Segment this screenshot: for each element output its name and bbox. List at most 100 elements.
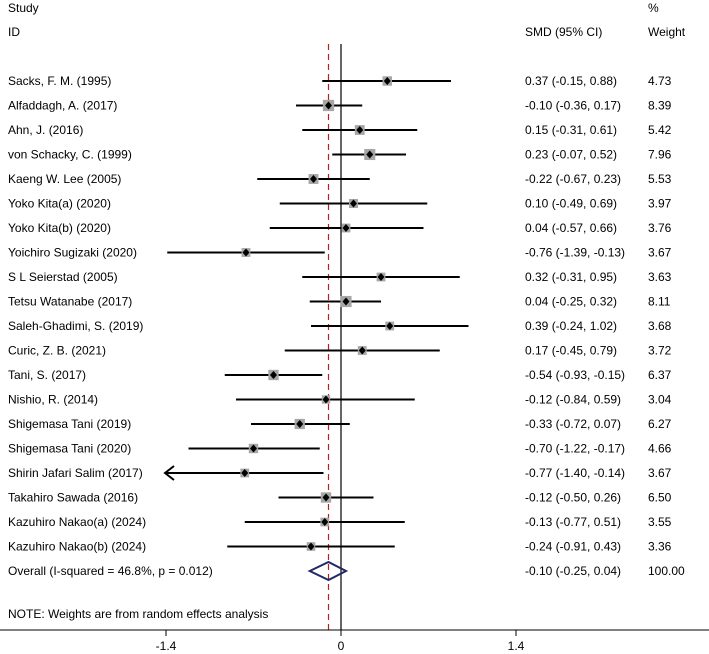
note-text: NOTE: Weights are from random effects an… (8, 607, 268, 621)
weight-text: 3.63 (648, 270, 672, 284)
weight-text: 3.04 (648, 393, 672, 407)
x-tick-label: 0 (338, 639, 345, 653)
study-row: Ahn, J. (2016) 0.15 (-0.31, 0.61) 5.42 (8, 123, 672, 137)
weight-text: 3.55 (648, 515, 672, 529)
ci-text: 0.10 (-0.49, 0.69) (525, 197, 617, 211)
weight-text: 3.68 (648, 319, 672, 333)
x-tick-label: -1.4 (156, 639, 177, 653)
ci-arrow (163, 465, 175, 481)
overall-ci-text: -0.10 (-0.25, 0.04) (525, 564, 621, 578)
overall-row: Overall (I-squared = 46.8%, p = 0.012) -0… (8, 560, 685, 582)
weight-text: 5.42 (648, 123, 672, 137)
study-label: Kaeng W. Lee (2005) (8, 172, 121, 186)
header-weight: Weight (648, 25, 686, 39)
study-label: Shigemasa Tani (2020) (8, 442, 131, 456)
weight-text: 5.53 (648, 172, 672, 186)
study-row: Kaeng W. Lee (2005) -0.22 (-0.67, 0.23) 5.… (8, 172, 672, 186)
study-label: Takahiro Sawada (2016) (8, 491, 138, 505)
study-row: Sacks, F. M. (1995) 0.37 (-0.15, 0.88) 4.7… (8, 74, 672, 88)
point-estimate (242, 248, 250, 257)
weight-text: 8.39 (648, 99, 672, 113)
ci-text: -0.10 (-0.36, 0.17) (525, 99, 621, 113)
study-rows: Sacks, F. M. (1995) 0.37 (-0.15, 0.88) 4.7… (8, 74, 672, 554)
overall-diamond (307, 560, 349, 582)
study-label: Shigemasa Tani (2019) (8, 417, 131, 431)
study-row: Yoko Kita(b) (2020) 0.04 (-0.57, 0.66) 3.7… (8, 221, 672, 235)
study-row: Nishio, R. (2014) -0.12 (-0.84, 0.59) 3.04 (8, 393, 672, 407)
weight-text: 6.50 (648, 491, 672, 505)
point-estimate (358, 346, 366, 355)
point-estimate (241, 469, 249, 477)
point-estimate (310, 175, 317, 183)
ci-text: 0.37 (-0.15, 0.88) (525, 74, 617, 88)
study-label: Yoichiro Sugizaki (2020) (8, 246, 137, 260)
point-estimate (356, 126, 364, 134)
study-label: S L Seierstad (2005) (8, 270, 118, 284)
study-label: Kazuhiro Nakao(b) (2024) (8, 540, 146, 554)
ci-text: -0.54 (-0.93, -0.15) (525, 368, 625, 382)
ci-text: -0.13 (-0.77, 0.51) (525, 515, 621, 529)
weight-text: 7.96 (648, 148, 672, 162)
weight-text: 3.72 (648, 344, 672, 358)
point-estimate (296, 420, 304, 428)
study-label: Shirin Jafari Salim (2017) (8, 466, 143, 480)
study-row: von Schacky, C. (1999) 0.23 (-0.07, 0.52)… (8, 148, 672, 162)
point-estimate (250, 444, 257, 453)
ci-text: 0.04 (-0.57, 0.66) (525, 221, 617, 235)
header-id: ID (8, 25, 20, 39)
reference-lines (327, 44, 342, 630)
study-row: Saleh-Ghadimi, S. (2019) 0.39 (-0.24, 1.0… (8, 319, 672, 333)
overall-label: Overall (I-squared = 46.8%, p = 0.012) (8, 564, 213, 578)
point-estimate (350, 199, 357, 208)
point-estimate (342, 297, 350, 306)
study-label: Saleh-Ghadimi, S. (2019) (8, 319, 143, 333)
ci-text: 0.23 (-0.07, 0.52) (525, 148, 617, 162)
study-row: S L Seierstad (2005) 0.32 (-0.31, 0.95) 3.… (8, 270, 672, 284)
weight-text: 6.27 (648, 417, 672, 431)
point-estimate (325, 101, 332, 110)
x-tick-label: 1.4 (508, 639, 525, 653)
weight-text: 4.73 (648, 74, 672, 88)
ci-text: -0.12 (-0.84, 0.59) (525, 393, 621, 407)
study-label: Curic, Z. B. (2021) (8, 344, 106, 358)
study-row: Yoko Kita(a) (2020) 0.10 (-0.49, 0.69) 3.9… (8, 197, 672, 211)
study-label: Tani, S. (2017) (8, 368, 86, 382)
point-estimate (321, 518, 329, 526)
point-estimate (377, 273, 385, 281)
ci-text: 0.04 (-0.25, 0.32) (525, 295, 617, 309)
study-row: Shigemasa Tani (2020) -0.70 (-1.22, -0.17… (8, 442, 672, 456)
ci-text: -0.22 (-0.67, 0.23) (525, 172, 621, 186)
weight-text: 4.66 (648, 442, 672, 456)
header-percent: % (648, 1, 659, 15)
study-row: Alfaddagh, A. (2017) -0.10 (-0.36, 0.17) 8… (8, 99, 672, 113)
ci-text: -0.24 (-0.91, 0.43) (525, 540, 621, 554)
point-estimate (307, 542, 315, 551)
point-estimate (342, 224, 350, 232)
ci-text: 0.17 (-0.45, 0.79) (525, 344, 617, 358)
weight-text: 8.11 (648, 295, 671, 309)
study-row: Kazuhiro Nakao(b) (2024) -0.24 (-0.91, 0.… (8, 540, 672, 554)
ci-text: -0.70 (-1.22, -0.17) (525, 442, 625, 456)
study-row: Shirin Jafari Salim (2017) -0.77 (-1.40, … (8, 465, 672, 481)
x-axis-ticks: -1.4 0 1.4 (156, 630, 525, 653)
study-row: Yoichiro Sugizaki (2020) -0.76 (-1.39, -0… (8, 246, 672, 260)
study-row: Takahiro Sawada (2016) -0.12 (-0.50, 0.26… (8, 491, 672, 505)
point-estimate (386, 322, 394, 330)
study-row: Curic, Z. B. (2021) 0.17 (-0.45, 0.79) 3.7… (8, 344, 672, 358)
weight-text: 3.97 (648, 197, 672, 211)
study-row: Tani, S. (2017) -0.54 (-0.93, -0.15) 6.37 (8, 368, 672, 382)
ci-text: 0.15 (-0.31, 0.61) (525, 123, 617, 137)
study-label: Kazuhiro Nakao(a) (2024) (8, 515, 146, 529)
study-row: Tetsu Watanabe (2017) 0.04 (-0.25, 0.32) 8… (8, 295, 671, 309)
study-row: Kazuhiro Nakao(a) (2024) -0.13 (-0.77, 0.… (8, 515, 672, 529)
point-estimate (322, 395, 330, 404)
point-estimate (383, 77, 391, 85)
ci-text: -0.77 (-1.40, -0.14) (525, 466, 625, 480)
point-estimate (270, 371, 277, 379)
header-effect: SMD (95% CI) (525, 25, 602, 39)
weight-text: 3.36 (648, 540, 672, 554)
header-study: Study (8, 1, 39, 15)
study-row: Shigemasa Tani (2019) -0.33 (-0.72, 0.07)… (8, 417, 672, 431)
study-label: Tetsu Watanabe (2017) (8, 295, 132, 309)
ci-text: 0.32 (-0.31, 0.95) (525, 270, 617, 284)
